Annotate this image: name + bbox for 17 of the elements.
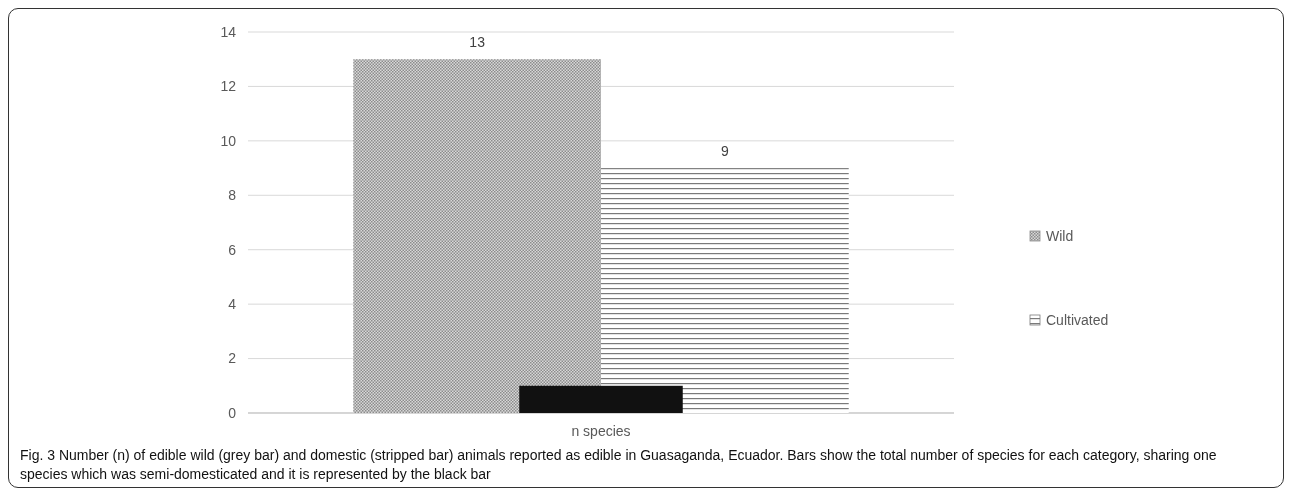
y-tick-label: 12 [220, 78, 237, 95]
data-label: 9 [720, 143, 729, 160]
legend-label: Wild [1046, 227, 1074, 244]
data-label: 13 [469, 34, 486, 51]
y-tick-label: 0 [228, 404, 237, 421]
x-tick-label: n species [571, 423, 631, 439]
caption: Fig. 3 Number (n) of edible wild (grey bar) and domestic (stripped bar) animals reported as edible in Guasaganda, Ecuador. Bars show the total number of species for each category, sharing one species which was semi-domesticated and it is represented by the black bar [20, 446, 1218, 484]
y-tick-label: 4 [228, 296, 237, 313]
y-tick-label: 6 [228, 241, 237, 258]
legend-label: Cultivated [1046, 311, 1109, 328]
bar [353, 59, 601, 413]
y-tick-label: 14 [220, 23, 237, 40]
y-tick-label: 2 [228, 350, 237, 367]
y-tick-label: 10 [220, 132, 237, 149]
bar [519, 385, 683, 413]
y-tick-label: 8 [228, 187, 237, 204]
bar [601, 168, 849, 413]
